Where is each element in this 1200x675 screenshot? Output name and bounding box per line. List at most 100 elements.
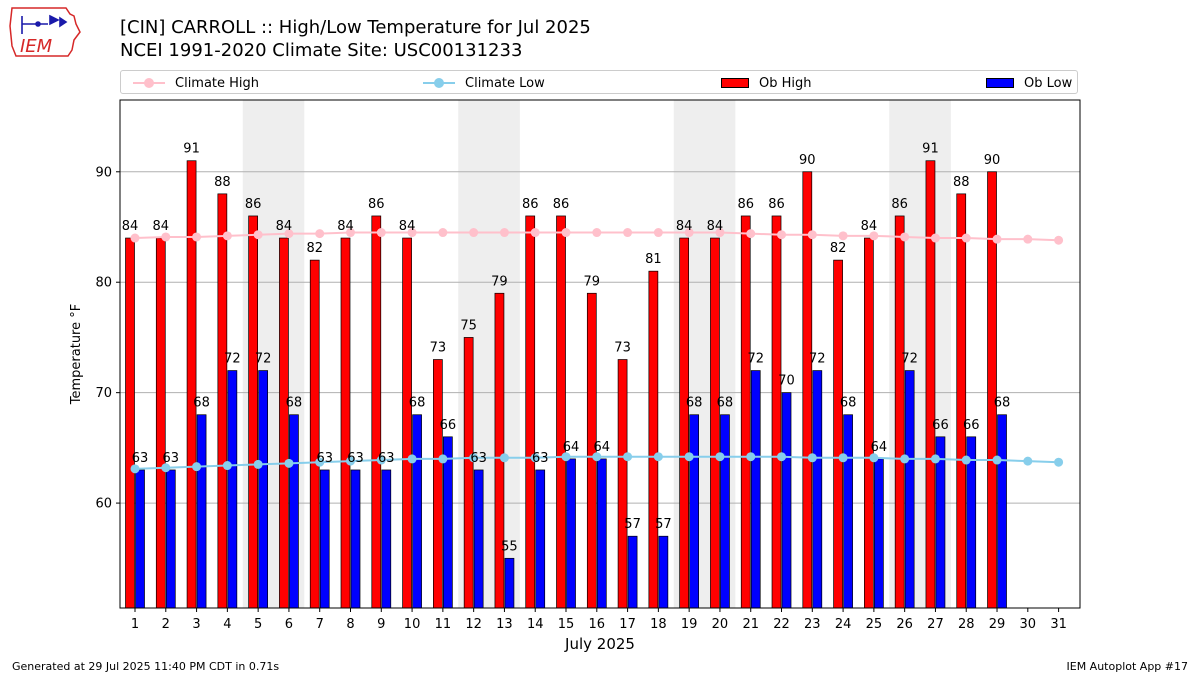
bar-ob-low bbox=[165, 469, 176, 609]
climate-high-point bbox=[961, 233, 971, 243]
bar-ob-low bbox=[658, 535, 669, 609]
ob-high-label: 88 bbox=[214, 175, 231, 190]
ob-high-label: 84 bbox=[861, 219, 878, 234]
bar-ob-low bbox=[812, 370, 823, 609]
ob-low-label: 72 bbox=[809, 352, 826, 367]
x-tick-label: 22 bbox=[773, 617, 790, 632]
ob-low-label: 68 bbox=[409, 396, 426, 411]
bar-ob-low bbox=[566, 458, 576, 609]
x-tick-label: 27 bbox=[927, 617, 944, 632]
bar-ob-high bbox=[771, 215, 782, 609]
x-tick-label: 9 bbox=[377, 617, 385, 632]
x-tick-label: 20 bbox=[712, 617, 729, 632]
ob-low-label: 66 bbox=[963, 418, 980, 433]
ob-high-label: 84 bbox=[153, 219, 170, 234]
x-tick-label: 1 bbox=[131, 617, 139, 632]
bar-ob-low bbox=[750, 370, 761, 609]
legend-line-marker-icon bbox=[423, 77, 455, 89]
ob-high-label: 86 bbox=[245, 197, 262, 212]
climate-high-point bbox=[407, 228, 417, 238]
bar-ob-low bbox=[196, 414, 207, 609]
climate-low-point bbox=[469, 453, 479, 463]
ob-low-label: 64 bbox=[594, 440, 611, 455]
climate-low-point bbox=[838, 453, 848, 463]
x-tick-label: 6 bbox=[285, 617, 293, 632]
climate-low-point bbox=[561, 452, 571, 462]
climate-low-point bbox=[592, 452, 602, 462]
ob-low-label: 72 bbox=[901, 352, 918, 367]
climate-low-point bbox=[407, 454, 417, 464]
x-tick-label: 13 bbox=[496, 617, 513, 632]
legend-item-climate-high: Climate High bbox=[133, 71, 259, 95]
footer-generated: Generated at 29 Jul 2025 11:40 PM CDT in… bbox=[12, 660, 280, 673]
bar-ob-low bbox=[535, 469, 546, 609]
footer-app: IEM Autoplot App #17 bbox=[1066, 660, 1189, 673]
climate-low-point bbox=[284, 458, 294, 468]
climate-high-point bbox=[1023, 234, 1033, 244]
bar-ob-low bbox=[227, 370, 238, 609]
bar-ob-high bbox=[340, 237, 351, 609]
ob-low-label: 66 bbox=[932, 418, 949, 433]
x-tick-label: 5 bbox=[254, 617, 262, 632]
ob-high-label: 88 bbox=[953, 175, 970, 190]
bar-ob-low bbox=[473, 469, 484, 609]
climate-low-point bbox=[715, 452, 725, 462]
ob-high-label: 84 bbox=[707, 219, 724, 234]
bar-ob-high bbox=[371, 215, 382, 609]
ob-high-label: 73 bbox=[614, 341, 631, 356]
climate-low-point bbox=[807, 453, 817, 463]
bar-ob-high bbox=[864, 237, 874, 609]
ob-high-label: 82 bbox=[306, 241, 323, 256]
x-tick-label: 30 bbox=[1020, 617, 1037, 632]
y-tick-label: 70 bbox=[95, 386, 112, 401]
bar-ob-low bbox=[904, 370, 915, 609]
climate-low-point bbox=[684, 452, 694, 462]
climate-low-point bbox=[777, 452, 787, 462]
weather-station-icon bbox=[21, 14, 68, 34]
climate-high-point bbox=[376, 228, 386, 238]
climate-low-point bbox=[376, 455, 386, 465]
ob-high-label: 90 bbox=[984, 153, 1001, 168]
climate-high-point bbox=[715, 228, 725, 238]
bar-ob-high bbox=[679, 237, 690, 609]
x-tick-label: 4 bbox=[223, 617, 231, 632]
climate-low-point bbox=[438, 454, 448, 464]
ob-low-label: 63 bbox=[316, 451, 333, 466]
y-tick-label: 60 bbox=[95, 497, 112, 512]
climate-low-point bbox=[222, 461, 232, 471]
legend: Climate High Climate Low Ob High Ob Low bbox=[120, 70, 1078, 94]
climate-low-point bbox=[253, 459, 263, 469]
bar-ob-low bbox=[504, 557, 515, 609]
ob-low-label: 68 bbox=[193, 396, 210, 411]
climate-high-point bbox=[253, 230, 263, 240]
ob-low-label: 55 bbox=[501, 539, 518, 554]
climate-high-point bbox=[530, 228, 540, 238]
bar-ob-low bbox=[843, 414, 853, 609]
x-tick-label: 10 bbox=[404, 617, 421, 632]
ob-low-label: 68 bbox=[286, 396, 303, 411]
ob-low-label: 64 bbox=[871, 440, 888, 455]
climate-low-point bbox=[130, 464, 140, 474]
bar-ob-high bbox=[648, 270, 659, 609]
climate-high-point bbox=[469, 228, 479, 238]
climate-high-point bbox=[315, 229, 325, 239]
ob-high-label: 86 bbox=[737, 197, 754, 212]
ob-high-label: 81 bbox=[645, 252, 662, 267]
ob-low-label: 57 bbox=[655, 517, 672, 532]
legend-item-ob-high: Ob High bbox=[719, 71, 812, 95]
climate-low-point bbox=[746, 452, 756, 462]
bar-ob-high bbox=[217, 193, 228, 609]
ob-high-label: 75 bbox=[460, 318, 477, 333]
climate-high-point bbox=[900, 232, 910, 242]
climate-low-point bbox=[992, 455, 1002, 465]
ob-low-label: 72 bbox=[224, 352, 241, 367]
climate-low-point bbox=[315, 457, 325, 467]
bar-ob-low bbox=[381, 469, 392, 609]
climate-high-point bbox=[653, 228, 663, 238]
legend-item-ob-low: Ob Low bbox=[984, 71, 1072, 95]
climate-low-point bbox=[900, 454, 910, 464]
bar-ob-low bbox=[289, 414, 299, 609]
ob-low-label: 57 bbox=[624, 517, 641, 532]
ob-low-label: 63 bbox=[163, 451, 180, 466]
ob-high-label: 86 bbox=[368, 197, 385, 212]
